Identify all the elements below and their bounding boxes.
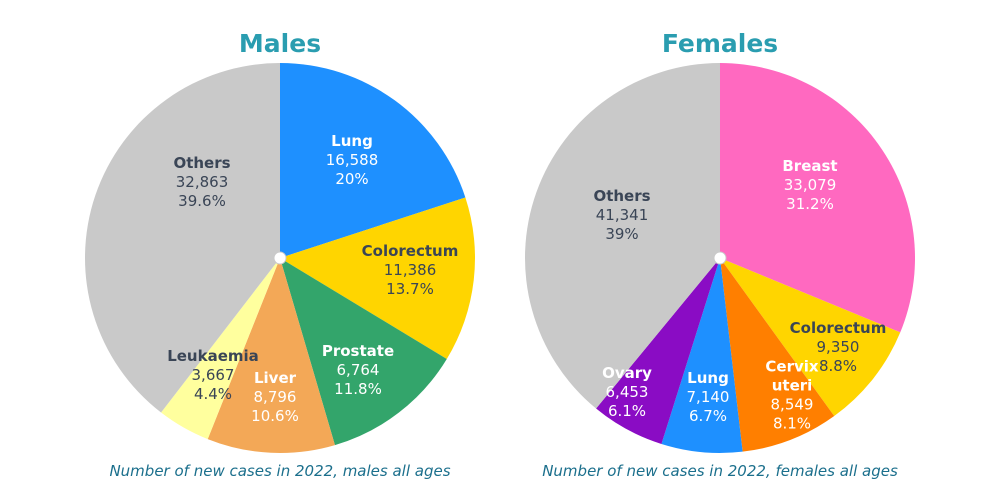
pie-slice-lung	[661, 258, 743, 453]
pie-slice-breast	[720, 63, 915, 333]
slice-label: Leukaemia 3,667 4.4%	[167, 347, 259, 403]
slice-label-value: 4.4%	[194, 385, 232, 403]
females-caption: Number of new cases in 2022, females all…	[542, 462, 898, 480]
slice-label-value: 20%	[335, 170, 368, 188]
males-title: Males	[239, 29, 321, 58]
slice-label-value: 39%	[605, 225, 638, 243]
slice-label: Liver 8,796 10.6%	[251, 369, 299, 425]
pie-slice-prostate	[280, 258, 447, 446]
slice-label: Breast 33,079 31.2%	[782, 157, 837, 213]
pie-slice-colorectum	[720, 258, 901, 417]
slice-label: Lung 7,140 6.7%	[687, 369, 730, 425]
males-pie: Lung 16,588 20% Colorectum 11,386 13.7% Prosta…	[84, 63, 475, 453]
slice-label: Lung 16,588 20%	[326, 132, 379, 188]
slice-label-value: 11.8%	[334, 380, 382, 398]
slice-label-value: 8,796	[254, 388, 297, 406]
slice-label: Prostate 6,764 11.8%	[322, 342, 394, 398]
slice-label-value: 13.7%	[386, 280, 434, 298]
slice-label-name: uteri	[772, 377, 813, 395]
slice-label-value: 7,140	[687, 388, 730, 406]
slice-label-value: 6.7%	[689, 407, 727, 425]
slice-label-value: 10.6%	[251, 407, 299, 425]
pie-slice-leukaemia	[161, 258, 280, 440]
pie-slice-ovary	[596, 258, 720, 444]
slice-label-value: 39.6%	[178, 192, 226, 210]
slice-label-value: 8.8%	[819, 357, 857, 375]
slice-label-value: 32,863	[176, 173, 229, 191]
slice-label: Colorectum 9,350 8.8%	[790, 319, 887, 375]
slice-label-value: 31.2%	[786, 195, 834, 213]
slice-label: Others 41,341 39%	[593, 187, 650, 243]
slice-label-value: 6,764	[337, 361, 380, 379]
pie-slice-cervix-uteri	[720, 258, 835, 452]
pie-slice-colorectum	[280, 197, 475, 360]
slice-label-value: 3,667	[192, 366, 235, 384]
pie-center-dot	[713, 251, 727, 265]
slice-label-value: 11,386	[384, 261, 437, 279]
pie-slice-liver	[207, 258, 335, 453]
slice-label-name: Prostate	[322, 342, 394, 360]
slice-label-name: Ovary	[602, 364, 652, 382]
pie-slice-lung	[280, 63, 466, 258]
females-pie: Breast 33,079 31.2% Colorectum 9,350 8.8%Cerv…	[525, 63, 915, 453]
slice-label-name: Liver	[254, 369, 297, 387]
slice-label-name: Cervix	[765, 358, 818, 376]
pie-slice-others	[84, 63, 280, 413]
slice-label-name: Lung	[687, 369, 729, 387]
slice-label-value: 6,453	[606, 383, 649, 401]
slice-label-name: Others	[173, 154, 230, 172]
slice-label-name: Lung	[331, 132, 373, 150]
slice-label-value: 8,549	[771, 396, 814, 414]
males-caption: Number of new cases in 2022, males all a…	[109, 462, 450, 480]
slice-label-value: 16,588	[326, 151, 379, 169]
slice-label-value: 33,079	[784, 176, 837, 194]
slice-label-value: 8.1%	[773, 415, 811, 433]
slice-label-name: Colorectum	[362, 242, 459, 260]
slice-label-name: Leukaemia	[167, 347, 259, 365]
slice-label: Others 32,863 39.6%	[173, 154, 230, 210]
pie-center-dot	[273, 251, 287, 265]
slice-label: Cervix uteri 8,549 8.1%	[765, 358, 818, 433]
slice-label-name: Others	[593, 187, 650, 205]
pie-slice-others	[525, 63, 720, 409]
slice-label-value: 6.1%	[608, 402, 646, 420]
slice-label: Ovary 6,453 6.1%	[602, 364, 652, 420]
slice-label-name: Colorectum	[790, 319, 887, 337]
slice-label-value: 9,350	[817, 338, 860, 356]
slice-label-value: 41,341	[596, 206, 649, 224]
slice-label: Colorectum 11,386 13.7%	[362, 242, 459, 298]
females-title: Females	[662, 29, 778, 58]
slice-label-name: Breast	[782, 157, 837, 175]
